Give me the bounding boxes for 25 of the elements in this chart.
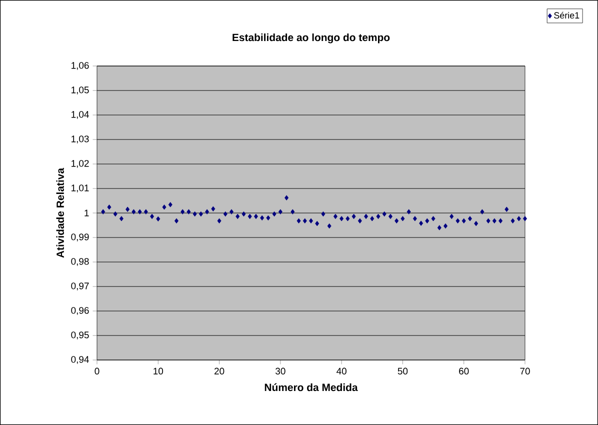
x-tick-label: 40 [336,368,346,374]
y-tick-label: 0,96 [71,307,89,315]
x-tick-label: 20 [214,368,224,374]
x-tick-label: 30 [276,368,286,374]
x-tick-label: 60 [459,368,469,374]
y-tick-label: 1,05 [72,86,89,94]
y-tick-label: 0,95 [71,332,89,340]
y-tick-label: 0,99 [71,234,89,242]
x-axis-title: Número da Medida [264,383,358,392]
y-tick-label: 1,06 [72,62,89,70]
chart-title: Estabilidade ao longo do tempo [232,33,390,44]
y-tick-label: 0,94 [71,356,89,364]
x-tick-label: 70 [520,368,530,374]
legend-label: Série1 [554,12,580,19]
y-tick-label: 1,04 [72,111,89,119]
x-tick-label: 10 [154,368,164,374]
y-tick-label: 1,02 [72,160,89,168]
y-tick-label: 0,97 [71,282,89,290]
y-tick-label: 0,98 [71,258,89,266]
x-tick-label: 50 [398,368,408,374]
x-tick-label: 0 [94,368,100,374]
y-tick-label: 1 [84,210,89,216]
y-tick-label: 1,03 [72,136,89,144]
y-tick-label: 1,01 [72,184,89,192]
y-axis-title: Atividade Relativa [56,168,64,258]
